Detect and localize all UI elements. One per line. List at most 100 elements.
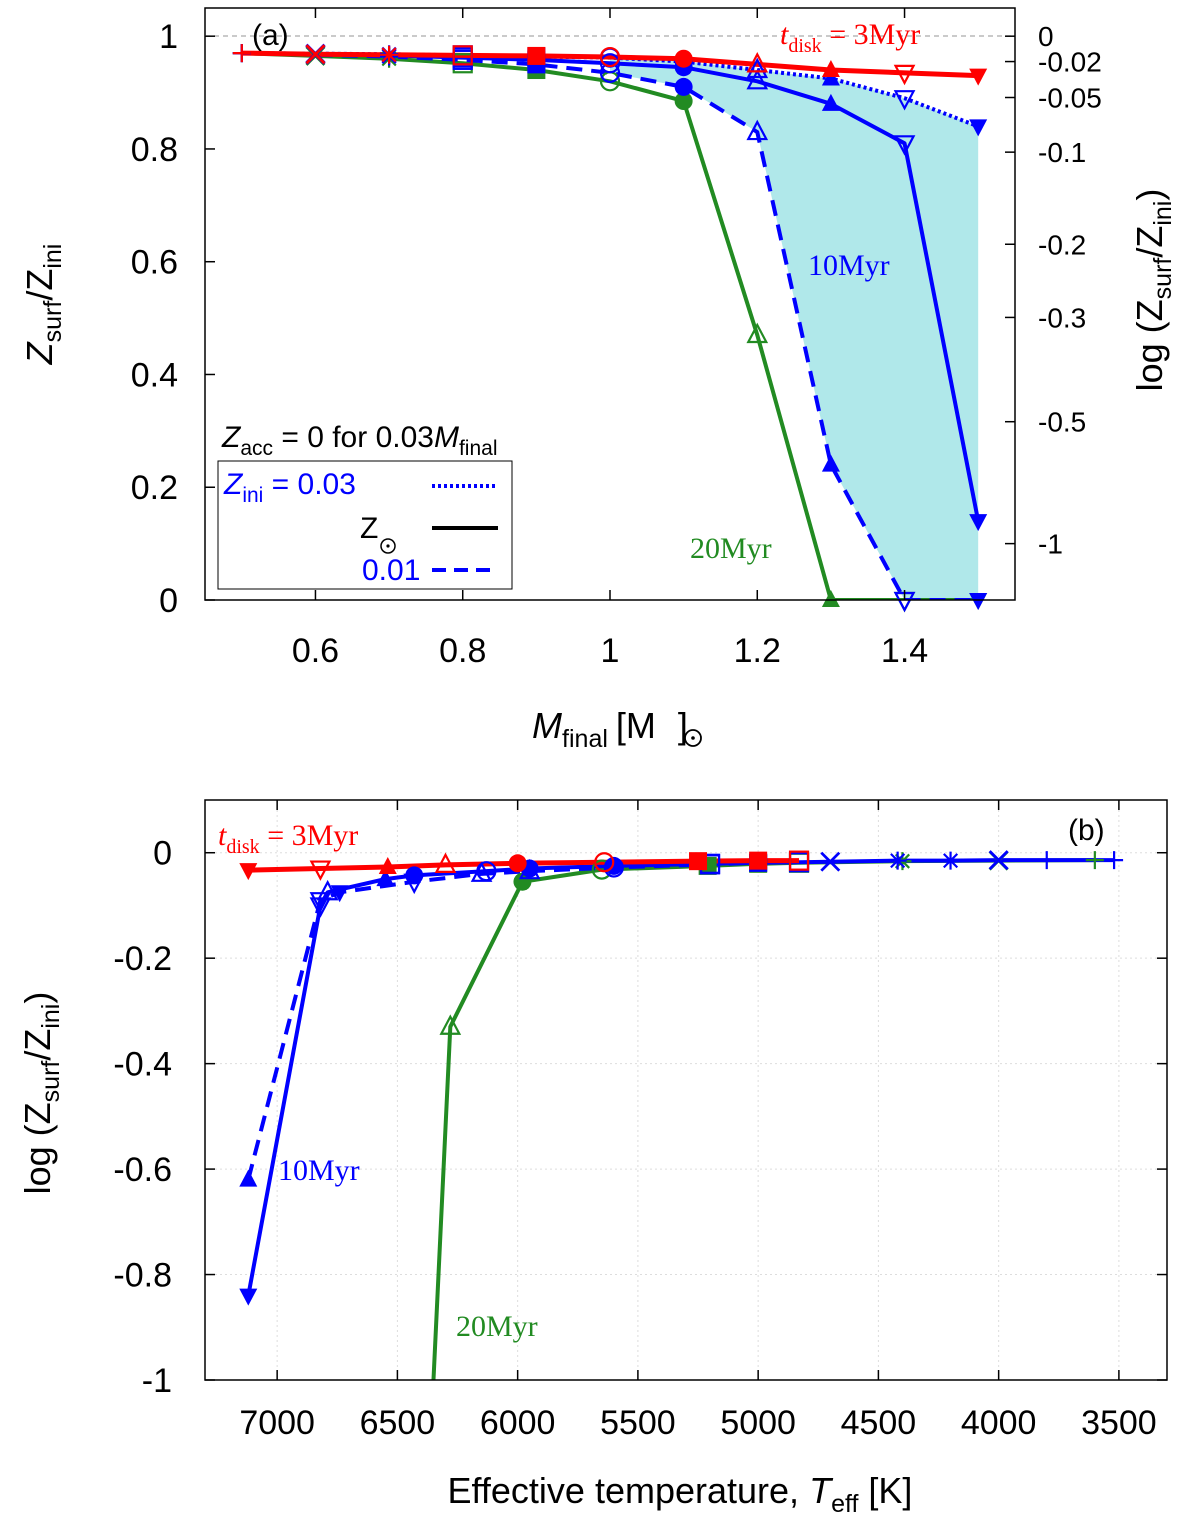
x-tick-label: 1.4 [881, 632, 928, 670]
panel-a-20myr-label: 20Myr [690, 532, 772, 565]
panel-a-xticks: 0.6 0.8 1 1.2 1.4 [292, 8, 928, 670]
panel-a-y2label: log (Zsurf/Zini) [1129, 189, 1177, 392]
panel-a-xlabel: Mfinal [M] [532, 705, 688, 753]
series-line-3myr-zsun [241, 50, 979, 79]
panel-a-10myr-label: 10Myr [808, 249, 890, 282]
panel-a-y2ticks: 0-0.02 -0.05 -0.1 -0.2 -0.3 -0.5 -1 [1005, 21, 1102, 560]
panel-b-markers [239, 850, 1124, 1306]
data-point [674, 77, 693, 96]
y-tick-label: 0.8 [131, 131, 178, 169]
data-point [689, 852, 708, 871]
series-line-20myr [431, 858, 1095, 1380]
y2-tick-label: -0.05 [1038, 83, 1102, 114]
data-point [239, 863, 258, 881]
x-tick-label: 1.2 [734, 632, 781, 670]
data-point [941, 851, 960, 870]
series-line-10myr-dashed [246, 860, 759, 1181]
fill-region-10myr [610, 57, 979, 600]
panel-b-tdisk-label: tdisk = 3Myr [218, 819, 358, 858]
data-point [378, 856, 397, 874]
data-point [1085, 851, 1104, 870]
y2-tick-label: -0.02 [1038, 47, 1102, 78]
data-point [746, 52, 769, 73]
data-point [893, 90, 916, 111]
data-point [746, 119, 769, 141]
y-tick-label: -0.2 [113, 940, 172, 978]
panel-b-yticks: -1 -0.8 -0.6 -0.4 -0.2 0 [113, 835, 1167, 1400]
panel-b-frame [204, 799, 1168, 1381]
data-point [820, 851, 841, 872]
panel-b-series [246, 858, 1115, 1380]
panel-a-tdisk-label: tdisk = 3Myr [780, 18, 920, 57]
y-tick-label: 0.4 [131, 356, 178, 394]
sun-symbol-axis-icon [684, 729, 702, 747]
data-point [439, 1014, 462, 1035]
y2-tick-label: -1 [1038, 529, 1063, 560]
panel-b-xlabel: Effective temperature, Teff [K] [448, 1470, 913, 1518]
data-point [888, 851, 907, 870]
y2-tick-label: -0.1 [1038, 137, 1086, 168]
x-tick-label: 5500 [600, 1404, 676, 1442]
data-point [788, 850, 810, 871]
data-point [452, 45, 473, 66]
data-point [821, 454, 840, 472]
data-point [746, 322, 769, 344]
y-tick-label: -0.4 [113, 1046, 172, 1084]
data-point [969, 514, 988, 532]
data-point [969, 593, 988, 610]
x-tick-label: 1 [601, 632, 620, 670]
y2-tick-label: -0.2 [1038, 229, 1086, 260]
y-tick-label: 0 [153, 835, 172, 873]
x-tick-label: 3500 [1081, 1404, 1157, 1442]
data-point [380, 45, 399, 64]
data-point [821, 93, 840, 111]
data-point [674, 92, 693, 111]
legend-entry-003: Zini = 0.03 [223, 468, 356, 507]
data-point [527, 46, 546, 65]
y-tick-label: -1 [142, 1362, 172, 1400]
panel-b-xticks: 7000 6500 6000 5500 5000 4500 4000 3500 [239, 800, 1157, 1442]
data-point [821, 590, 840, 607]
y-tick-label: -0.8 [113, 1257, 172, 1295]
data-point [405, 866, 424, 885]
x-tick-label: 4500 [841, 1404, 917, 1442]
data-point [305, 44, 326, 65]
x-tick-label: 4000 [961, 1404, 1037, 1442]
sun-symbol-axis-dot-icon [691, 736, 695, 740]
data-point [476, 861, 497, 882]
panel-a-ylabel: Zsurf/Zini [19, 244, 67, 366]
data-point [821, 60, 840, 78]
x-tick-label: 6500 [360, 1404, 436, 1442]
panel-a-zacc-note: Zacc = 0 for 0.03Mfinal [221, 421, 498, 460]
data-point [988, 850, 1009, 871]
data-point [239, 1288, 258, 1306]
data-point [599, 62, 621, 83]
data-point [599, 53, 621, 74]
data-point [746, 68, 769, 90]
x-tick-label: 6000 [480, 1404, 556, 1442]
panel-a-legend: Zini = 0.03 Z 0.01 [217, 460, 513, 590]
data-point [316, 879, 339, 901]
data-point [1105, 851, 1124, 870]
data-point [749, 851, 768, 870]
panel-a-label: (a) [252, 19, 289, 52]
data-point [1037, 851, 1056, 870]
data-point [232, 44, 251, 63]
data-point [969, 68, 988, 86]
x-tick-label: 5000 [720, 1404, 796, 1442]
data-point [893, 64, 916, 86]
y2-tick-label: -0.5 [1038, 407, 1086, 438]
y-tick-label: 0 [159, 582, 178, 620]
data-point [239, 1169, 258, 1187]
data-point [309, 892, 332, 913]
y-tick-label: -0.6 [113, 1151, 172, 1189]
panel-a-markers [232, 43, 988, 613]
x-tick-label: 7000 [239, 1404, 315, 1442]
x-tick-label: 0.6 [292, 632, 339, 670]
y-tick-label: 0.6 [131, 244, 178, 282]
data-point [434, 852, 457, 873]
data-point [594, 852, 615, 873]
y2-tick-label: 0 [1038, 21, 1054, 52]
data-point [893, 135, 916, 156]
